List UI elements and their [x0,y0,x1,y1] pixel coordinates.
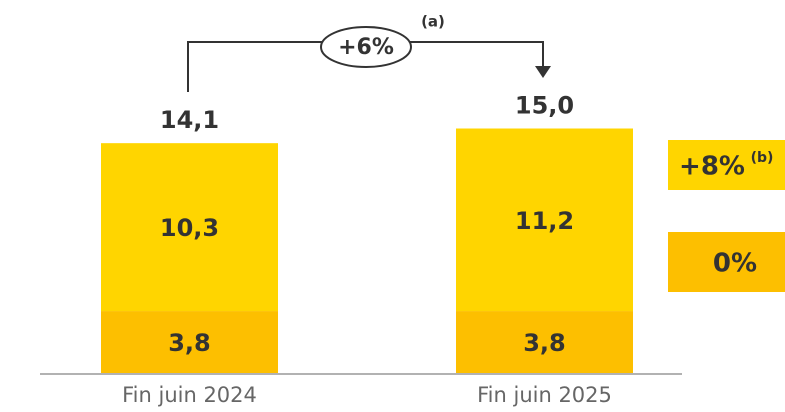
value-label: 10,3 [160,214,219,242]
total-label: 14,1 [160,106,219,134]
growth-label: +6% [338,35,394,60]
growth-ellipse [320,26,412,68]
growth-note: (a) [421,13,445,31]
change-box [668,140,785,190]
x-tick-label: Fin juin 2024 [122,383,257,407]
change-label: +8% [679,152,745,182]
value-label: 3,8 [523,329,566,357]
bar-segment [456,128,633,312]
total-label: 15,0 [515,92,574,120]
arrow-head [535,66,551,78]
bar-segment [456,311,633,373]
bar-segment [101,143,278,312]
x-tick-label: Fin juin 2025 [477,383,612,407]
value-label: 11,2 [515,207,574,235]
change-note: (b) [751,150,774,166]
value-label: 3,8 [168,329,211,357]
bar-segment [101,311,278,373]
change-box [668,232,785,292]
change-label: 0% [713,249,757,279]
